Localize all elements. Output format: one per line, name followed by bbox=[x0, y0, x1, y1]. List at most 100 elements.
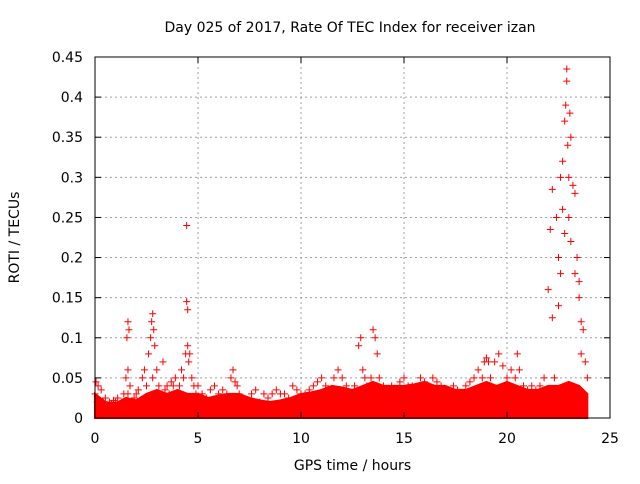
data-point bbox=[229, 366, 237, 374]
data-point bbox=[408, 382, 416, 390]
data-point bbox=[248, 390, 256, 398]
data-point bbox=[567, 133, 575, 141]
data-point bbox=[482, 354, 490, 362]
y-tick-label: 0.4 bbox=[61, 90, 83, 106]
data-point bbox=[123, 334, 131, 342]
data-point bbox=[161, 386, 169, 394]
axis-ticks bbox=[94, 56, 611, 419]
data-point bbox=[342, 382, 350, 390]
data-point bbox=[355, 342, 363, 350]
data-point bbox=[429, 374, 437, 382]
data-point bbox=[569, 181, 577, 189]
data-point bbox=[562, 101, 570, 109]
data-point bbox=[223, 390, 231, 398]
data-point bbox=[256, 398, 264, 406]
data-point bbox=[116, 402, 124, 410]
data-points bbox=[91, 65, 591, 410]
x-tick-label: 25 bbox=[601, 431, 619, 447]
y-tick-label: 0.3 bbox=[61, 170, 83, 186]
data-point bbox=[454, 386, 462, 394]
data-point bbox=[561, 117, 569, 125]
data-point bbox=[577, 350, 585, 358]
data-point bbox=[513, 350, 521, 358]
data-point bbox=[552, 213, 560, 221]
y-tick-label: 0.45 bbox=[52, 50, 83, 66]
data-point bbox=[326, 386, 334, 394]
data-point bbox=[206, 386, 214, 394]
data-point bbox=[194, 382, 202, 390]
x-tick-label: 10 bbox=[292, 431, 310, 447]
data-point bbox=[581, 358, 589, 366]
data-point bbox=[546, 225, 554, 233]
data-point bbox=[252, 386, 260, 394]
data-point bbox=[171, 374, 179, 382]
data-point bbox=[367, 374, 375, 382]
data-point bbox=[470, 374, 478, 382]
data-point bbox=[202, 394, 210, 402]
dense-data-band bbox=[94, 380, 589, 419]
data-point bbox=[165, 390, 173, 398]
data-point bbox=[563, 77, 571, 85]
data-point bbox=[92, 378, 100, 386]
data-point bbox=[188, 374, 196, 382]
data-point bbox=[126, 382, 134, 390]
y-tick-label: 0.25 bbox=[52, 210, 83, 226]
data-point bbox=[379, 382, 387, 390]
data-point bbox=[149, 374, 157, 382]
data-point bbox=[474, 366, 482, 374]
data-point bbox=[507, 366, 515, 374]
x-tick-label: 5 bbox=[194, 431, 203, 447]
data-point bbox=[563, 65, 571, 73]
data-point bbox=[124, 390, 132, 398]
data-point bbox=[243, 398, 251, 406]
data-point bbox=[567, 238, 575, 246]
data-point bbox=[449, 382, 457, 390]
tick-labels: 0 5 10 15 20 25 0 0.05 0.1 0.15 0.2 0.25 0.3 0.35 0.4 0… bbox=[52, 50, 619, 447]
data-point bbox=[143, 382, 150, 390]
data-point bbox=[484, 358, 492, 366]
data-point bbox=[239, 394, 247, 402]
data-point bbox=[260, 390, 268, 398]
y-tick-label: 0.15 bbox=[52, 291, 83, 307]
data-point bbox=[524, 386, 532, 394]
data-point bbox=[132, 390, 140, 398]
data-point bbox=[184, 306, 192, 314]
data-point bbox=[511, 374, 519, 382]
data-point bbox=[155, 382, 163, 390]
data-point bbox=[561, 229, 569, 237]
data-point bbox=[487, 374, 495, 382]
data-point bbox=[136, 398, 144, 406]
y-tick-label: 0.05 bbox=[52, 371, 83, 387]
x-axis-label: GPS time / hours bbox=[294, 458, 411, 474]
chart-title: Day 025 of 2017, Rate Of TEC Index for r… bbox=[164, 20, 535, 36]
data-point bbox=[495, 350, 503, 358]
data-point bbox=[371, 334, 379, 342]
data-point bbox=[231, 378, 239, 386]
data-point bbox=[544, 286, 552, 294]
data-point bbox=[147, 334, 155, 342]
data-point bbox=[555, 302, 562, 310]
data-point bbox=[571, 270, 579, 278]
x-tick-label: 15 bbox=[395, 431, 413, 447]
data-point bbox=[264, 394, 272, 402]
data-point bbox=[384, 390, 392, 398]
data-point bbox=[184, 342, 192, 350]
data-point bbox=[145, 350, 153, 358]
data-point bbox=[559, 205, 567, 213]
data-point bbox=[210, 382, 218, 390]
data-point bbox=[571, 189, 579, 197]
data-point bbox=[130, 394, 138, 402]
data-point bbox=[322, 382, 330, 390]
data-point bbox=[565, 173, 573, 181]
data-point bbox=[466, 378, 474, 386]
data-point bbox=[425, 382, 433, 390]
data-point bbox=[445, 390, 453, 398]
data-point bbox=[185, 358, 193, 366]
data-point bbox=[97, 386, 105, 394]
data-point bbox=[173, 390, 181, 398]
data-point bbox=[400, 374, 408, 382]
data-point bbox=[268, 390, 276, 398]
data-point bbox=[573, 254, 581, 262]
y-tick-label: 0 bbox=[74, 411, 83, 427]
